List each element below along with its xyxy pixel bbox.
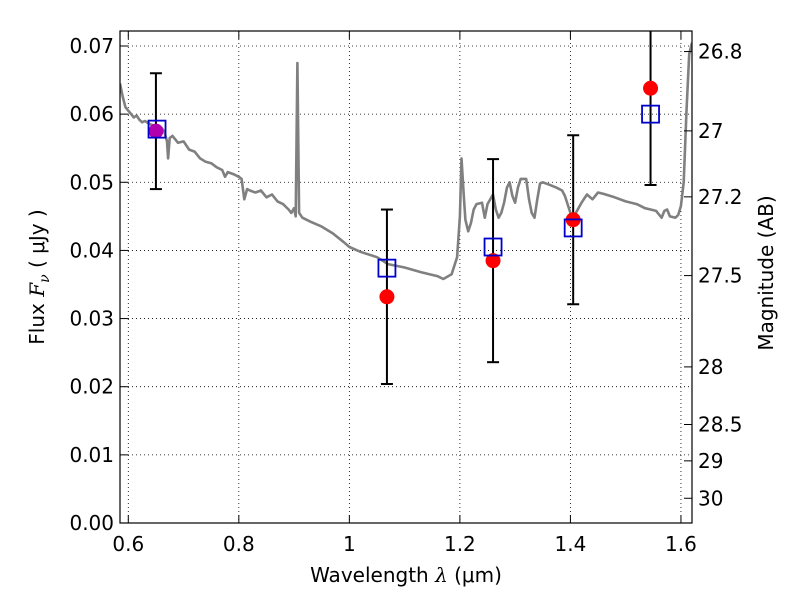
y-tick-label: 0.04	[69, 238, 114, 262]
model-photometry-point	[563, 218, 583, 238]
y2-axis-title: Magnitude (AB)	[754, 195, 778, 350]
y2-tick-label: 29	[698, 449, 723, 473]
y-tick-label: 0.07	[69, 34, 114, 58]
x-tick-label: 0.6	[112, 532, 144, 556]
y2-tick-label: 27	[698, 119, 723, 143]
y2-tick-label: 28.5	[698, 413, 743, 437]
x-axis-title: Wavelength λ (μm)	[310, 563, 502, 587]
y-tick-label: 0.02	[69, 375, 114, 399]
x-axis-title-suffix: (μm)	[448, 563, 502, 587]
y-tick-label: 0.03	[69, 307, 114, 331]
y-axis-ticks: 0.00 0.01 0.02 0.03 0.04 0.05 0.06 0.07	[69, 34, 128, 535]
grid	[120, 31, 692, 524]
observed-flux-point	[379, 289, 395, 305]
model-photometry-point	[147, 119, 167, 139]
plot-area	[120, 31, 692, 385]
y-axis-title: Flux Fν ( μJy )	[25, 209, 53, 344]
y2-tick-label: 30	[698, 486, 723, 510]
observed-flux-point	[148, 123, 164, 139]
x-tick-label: 1	[343, 532, 356, 556]
x-axis-title-prefix: Wavelength	[310, 563, 435, 587]
x-tick-label: 1.4	[555, 532, 587, 556]
axes	[119, 30, 693, 524]
y-tick-label: 0.00	[69, 511, 114, 535]
y2-tick-label: 27.5	[698, 264, 743, 288]
y2-tick-label: 26.8	[698, 40, 743, 64]
x-axis-title-symbol: λ	[434, 563, 448, 587]
y2-tick-label: 28	[698, 355, 723, 379]
y-tick-label: 0.01	[69, 443, 114, 467]
y-axis-title-symbol: F	[25, 282, 49, 298]
x-tick-label: 1.2	[444, 532, 476, 556]
y-tick-label: 0.05	[69, 170, 114, 194]
y-axis-title-suffix: ( μJy )	[25, 209, 49, 274]
x-tick-label: 1.6	[665, 532, 697, 556]
y2-tick-label: 27.2	[698, 185, 743, 209]
model-photometry-point	[377, 258, 397, 278]
plot-frame	[119, 30, 693, 524]
model-sed-line	[120, 42, 692, 281]
y-axis-title-subscript: ν	[37, 274, 53, 283]
y2-axis-ticks: 26.8 27 27.2 27.5 28 28.5 29 30	[684, 40, 743, 510]
y-tick-label: 0.06	[69, 102, 114, 126]
y-axis-title-prefix: Flux	[25, 297, 49, 345]
model-photometry-point	[483, 237, 503, 257]
model-photometry-point	[641, 104, 660, 124]
x-tick-label: 0.8	[223, 532, 255, 556]
observed-flux-point	[485, 253, 501, 269]
x-axis-ticks: 0.6 0.8 1 1.2 1.4 1.6	[112, 31, 697, 556]
observed-flux-point	[643, 80, 659, 96]
